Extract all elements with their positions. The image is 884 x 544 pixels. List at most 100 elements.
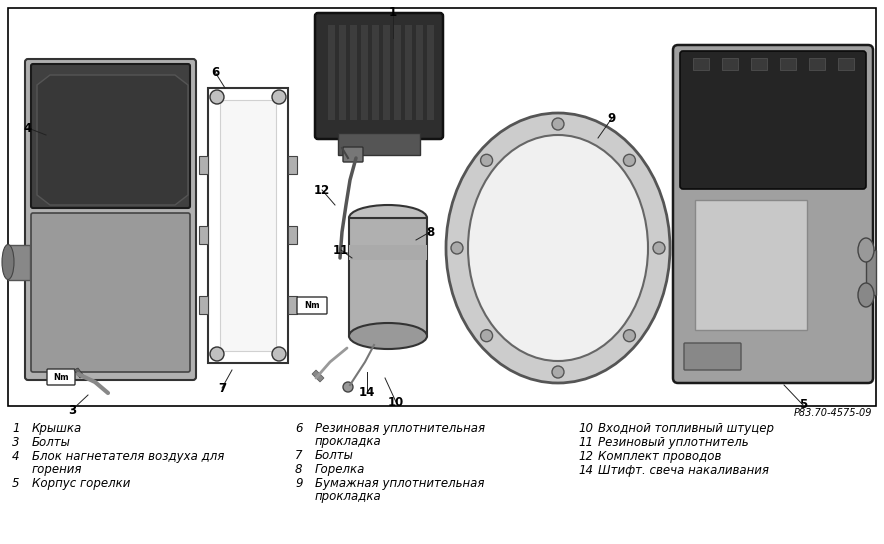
- Circle shape: [481, 154, 492, 166]
- Bar: [338, 133, 420, 155]
- Circle shape: [653, 242, 665, 254]
- Bar: [350, 25, 357, 120]
- Ellipse shape: [2, 244, 14, 280]
- Text: 12: 12: [578, 450, 593, 463]
- Polygon shape: [312, 370, 324, 382]
- Circle shape: [451, 242, 463, 254]
- FancyBboxPatch shape: [343, 147, 363, 162]
- Bar: [394, 25, 401, 120]
- Bar: [199, 296, 208, 314]
- Ellipse shape: [468, 135, 648, 361]
- FancyBboxPatch shape: [673, 45, 873, 383]
- Bar: [838, 58, 854, 70]
- Bar: [288, 296, 297, 314]
- Text: 5: 5: [12, 477, 19, 490]
- Text: 14: 14: [359, 386, 375, 399]
- Circle shape: [552, 366, 564, 378]
- Bar: [695, 200, 807, 330]
- Bar: [288, 156, 297, 174]
- Text: Блок нагнетателя воздуха для: Блок нагнетателя воздуха для: [32, 450, 225, 463]
- Text: прокладка: прокладка: [315, 490, 382, 503]
- Text: 5: 5: [799, 399, 807, 411]
- FancyBboxPatch shape: [47, 369, 75, 385]
- Ellipse shape: [446, 113, 670, 383]
- Text: P83.70-4575-09: P83.70-4575-09: [794, 408, 872, 418]
- Text: Резиновая уплотнительная: Резиновая уплотнительная: [315, 422, 485, 435]
- Bar: [339, 25, 346, 120]
- Bar: [349, 245, 427, 260]
- Text: 6: 6: [295, 422, 302, 435]
- Text: Входной топливный штуцер: Входной топливный штуцер: [598, 422, 774, 435]
- Text: горения: горения: [32, 463, 82, 476]
- Bar: [427, 25, 434, 120]
- Bar: [372, 25, 379, 120]
- FancyBboxPatch shape: [684, 343, 741, 370]
- Ellipse shape: [349, 323, 427, 349]
- Ellipse shape: [349, 205, 427, 231]
- Bar: [199, 156, 208, 174]
- Text: 8: 8: [295, 463, 302, 476]
- Text: 3: 3: [68, 404, 76, 417]
- Text: 14: 14: [578, 464, 593, 477]
- Bar: [693, 58, 709, 70]
- Bar: [361, 25, 368, 120]
- Bar: [405, 25, 412, 120]
- Bar: [722, 58, 738, 70]
- Bar: [220, 100, 276, 351]
- Text: 10: 10: [388, 395, 404, 409]
- Bar: [383, 25, 390, 120]
- Bar: [751, 58, 767, 70]
- Bar: [8, 245, 30, 280]
- Text: Комплект проводов: Комплект проводов: [598, 450, 721, 463]
- Text: Бумажная уплотнительная: Бумажная уплотнительная: [315, 477, 484, 490]
- Circle shape: [481, 330, 492, 342]
- Circle shape: [210, 90, 224, 104]
- Text: 9: 9: [608, 112, 616, 125]
- Bar: [866, 250, 876, 295]
- Polygon shape: [74, 368, 84, 378]
- Text: Болты: Болты: [32, 436, 71, 449]
- Bar: [416, 25, 423, 120]
- Bar: [199, 226, 208, 244]
- Text: 9: 9: [295, 477, 302, 490]
- Circle shape: [623, 154, 636, 166]
- Text: 11: 11: [578, 436, 593, 449]
- Text: 10: 10: [578, 422, 593, 435]
- Text: 8: 8: [426, 226, 434, 238]
- Text: 11: 11: [333, 244, 349, 257]
- Text: Резиновый уплотнитель: Резиновый уплотнитель: [598, 436, 749, 449]
- Text: 12: 12: [314, 183, 330, 196]
- Text: 1: 1: [389, 5, 397, 18]
- Text: Болты: Болты: [315, 449, 354, 462]
- Text: Nm: Nm: [53, 373, 69, 381]
- Text: Корпус горелки: Корпус горелки: [32, 477, 130, 490]
- Text: 4: 4: [12, 450, 19, 463]
- Circle shape: [623, 330, 636, 342]
- Text: Nm: Nm: [304, 301, 320, 310]
- Text: 4: 4: [24, 121, 32, 134]
- Text: 1: 1: [12, 422, 19, 435]
- FancyBboxPatch shape: [31, 213, 190, 372]
- Text: 3: 3: [12, 436, 19, 449]
- Ellipse shape: [858, 238, 874, 262]
- Bar: [349, 218, 427, 336]
- FancyBboxPatch shape: [31, 64, 190, 208]
- Bar: [328, 25, 335, 120]
- Circle shape: [272, 347, 286, 361]
- Ellipse shape: [858, 283, 874, 307]
- Bar: [208, 88, 288, 363]
- Text: 7: 7: [295, 449, 302, 462]
- Bar: [809, 58, 825, 70]
- Text: Штифт. свеча накаливания: Штифт. свеча накаливания: [598, 464, 769, 477]
- FancyBboxPatch shape: [297, 297, 327, 314]
- FancyBboxPatch shape: [25, 59, 196, 380]
- Circle shape: [552, 118, 564, 130]
- Bar: [288, 226, 297, 244]
- Bar: [780, 58, 796, 70]
- Circle shape: [272, 90, 286, 104]
- FancyBboxPatch shape: [315, 13, 443, 139]
- Bar: [8, 8, 876, 406]
- Circle shape: [210, 347, 224, 361]
- Text: прокладка: прокладка: [315, 435, 382, 448]
- Text: Крышка: Крышка: [32, 422, 82, 435]
